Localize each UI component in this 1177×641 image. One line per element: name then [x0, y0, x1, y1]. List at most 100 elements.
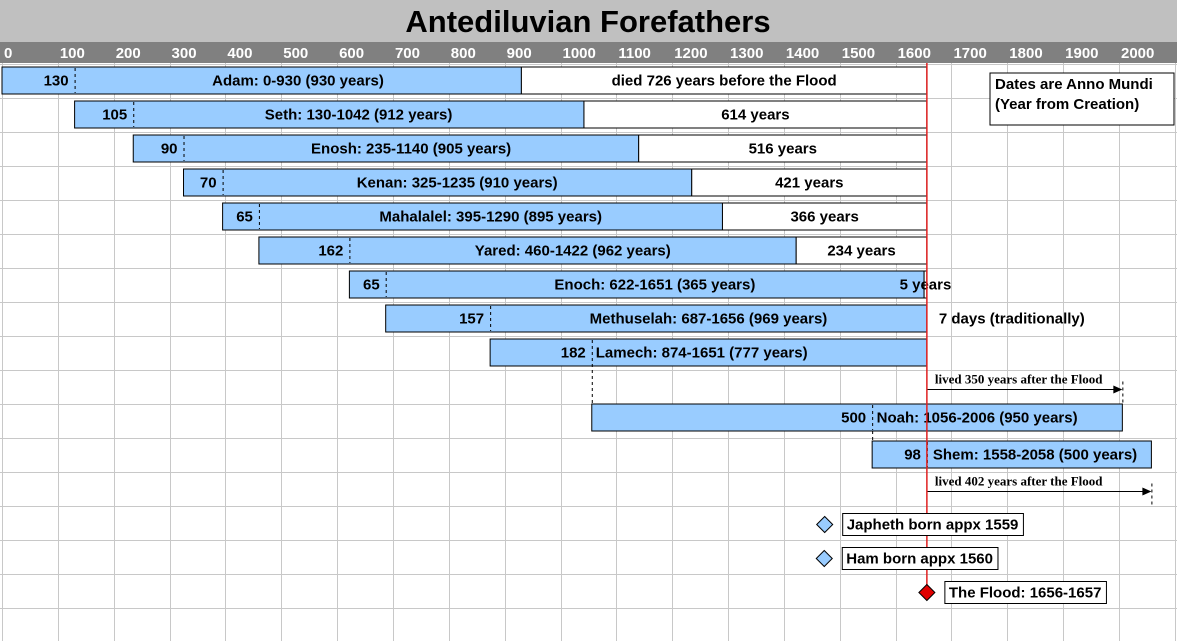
- life-bar: [183, 168, 693, 197]
- patriarch-label: Yared: 460-1422 (962 years): [475, 243, 671, 260]
- years-before-flood-label: 7 days (traditionally): [939, 311, 1085, 328]
- age-at-son-birth-label: 182: [561, 345, 586, 362]
- patriarch-label: Enosh: 235-1140 (905 years): [311, 141, 511, 158]
- patriarch-lamech: 182 Lamech: 874-1651 (777 years): [489, 338, 928, 413]
- age-at-son-birth-label: 162: [318, 243, 343, 260]
- year-tick-label: 600: [339, 45, 364, 62]
- years-before-flood-label: 421 years: [775, 175, 843, 192]
- event-label-box: [841, 547, 999, 570]
- year-tick-label: 1100: [618, 45, 651, 62]
- life-bar: [489, 338, 928, 367]
- year-tick-label: 700: [395, 45, 420, 62]
- year-tick-label: 1900: [1065, 45, 1098, 62]
- life-bar: [258, 236, 797, 265]
- age-at-son-birth-label: 500: [841, 410, 866, 427]
- year-tick-label: 900: [507, 45, 532, 62]
- years-before-flood-label: 366 years: [790, 209, 858, 226]
- patriarch-label: Seth: 130-1042 (912 years): [265, 107, 453, 124]
- patriarch-enosh: 90 Enosh: 235-1140 (905 years) 516 years: [132, 134, 928, 163]
- patriarch-label: Enoch: 622-1651 (365 years): [554, 277, 755, 294]
- patriarch-label: Mahalalel: 395-1290 (895 years): [379, 209, 602, 226]
- life-bar: [871, 440, 1152, 469]
- patriarch-methuselah: 157 Methuselah: 687-1656 (969 years) 7 day…: [385, 304, 1085, 333]
- arrow-head: [1142, 487, 1152, 496]
- life-bar: [1, 66, 522, 95]
- event-3: The Flood: 1656-1657: [918, 581, 1107, 604]
- gap-to-flood-bar: [583, 100, 928, 129]
- after-flood-label: lived 402 years after the Flood: [935, 474, 1103, 489]
- years-before-flood-label: 234 years: [827, 243, 895, 260]
- event-diamond: [815, 549, 833, 568]
- note-box: [989, 72, 1175, 126]
- years-before-flood-label: 5 years: [900, 277, 952, 294]
- year-tick-label: 1800: [1009, 45, 1042, 62]
- year-tick-label: 1600: [898, 45, 931, 62]
- age-at-son-birth-label: 157: [459, 311, 484, 328]
- patriarch-yared: 162 Yared: 460-1422 (962 years) 234 years: [258, 236, 928, 265]
- age-at-son-birth-label: 98: [904, 447, 921, 464]
- patriarch-label: Lamech: 874-1651 (777 years): [596, 345, 808, 362]
- event-markers: Japheth born appx 1559 Ham born appx 1560…: [815, 513, 1107, 604]
- year-tick-label: 1400: [786, 45, 819, 62]
- patriarch-label: Noah: 1056-2006 (950 years): [877, 410, 1078, 427]
- patriarch-label: Kenan: 325-1235 (910 years): [357, 175, 558, 192]
- title-band: [0, 0, 1177, 42]
- age-at-son-birth-label: 90: [161, 141, 178, 158]
- patriarch-label: Adam: 0-930 (930 years): [212, 73, 384, 90]
- year-tick-label: 300: [172, 45, 197, 62]
- patriarch-kenan: 70 Kenan: 325-1235 (910 years) 421 years: [183, 168, 928, 197]
- patriarch-adam: 130 Adam: 0-930 (930 years) died 726 years…: [1, 66, 928, 95]
- year-tick-labels: 0 100 200 300 400 500 600 700 800 900 1000 1100 1200…: [4, 45, 1154, 62]
- patriarch-mahalalel: 65 Mahalalel: 395-1290 (895 years) 366 yea…: [222, 202, 928, 231]
- event-diamond: [918, 583, 936, 602]
- life-bar: [132, 134, 640, 163]
- event-2: Ham born appx 1560: [815, 547, 999, 570]
- year-tick-label: 200: [116, 45, 141, 62]
- patriarch-seth: 105 Seth: 130-1042 (912 years) 614 years: [74, 100, 928, 129]
- gap-to-flood-bar: [520, 66, 928, 95]
- after-flood-arrow-shem: lived 402 years after the Flood: [926, 474, 1153, 506]
- year-tick-label: 0: [4, 45, 12, 62]
- life-bar: [222, 202, 723, 231]
- event-1: Japheth born appx 1559: [815, 513, 1024, 536]
- event-label-box: [944, 581, 1107, 604]
- arrow-head: [1113, 385, 1123, 394]
- years-before-flood-label: 614 years: [721, 107, 789, 124]
- year-tick-label: 1500: [842, 45, 875, 62]
- event-label: Ham born appx 1560: [846, 551, 993, 568]
- life-bar: [385, 304, 928, 333]
- year-tick-label: 100: [60, 45, 85, 62]
- year-tick-label: 1300: [730, 45, 763, 62]
- age-at-son-birth-label: 105: [102, 107, 127, 124]
- age-at-son-birth-label: 130: [44, 73, 69, 90]
- age-at-son-birth-label: 65: [236, 209, 253, 226]
- event-diamond: [815, 515, 834, 534]
- patriarch-noah: 500 Noah: 1056-2006 (950 years): [591, 403, 1123, 461]
- year-tick-label: 400: [227, 45, 252, 62]
- year-tick-label: 1000: [563, 45, 596, 62]
- gap-to-flood-bar: [691, 168, 928, 197]
- event-label: The Flood: 1656-1657: [949, 585, 1102, 602]
- years-before-flood-label: died 726 years before the Flood: [612, 73, 837, 90]
- year-tick-label: 2000: [1121, 45, 1154, 62]
- chart-title: Antediluvian Forefathers: [405, 4, 770, 39]
- year-tick-label: 1700: [953, 45, 986, 62]
- life-bar: [591, 403, 1123, 432]
- patriarch-bars: 130 Adam: 0-930 (930 years) died 726 years…: [1, 66, 1152, 469]
- patriarch-label: Methuselah: 687-1656 (969 years): [590, 311, 828, 328]
- after-flood-arrow-noah: lived 350 years after the Flood: [926, 372, 1124, 404]
- year-tick-label: 500: [283, 45, 308, 62]
- patriarch-label: Shem: 1558-2058 (500 years): [933, 447, 1137, 464]
- patriarch-shem: 98 Shem: 1558-2058 (500 years): [871, 440, 1152, 469]
- after-flood-label: lived 350 years after the Flood: [935, 372, 1103, 387]
- years-before-flood-label: 516 years: [749, 141, 817, 158]
- year-scale-band: [0, 42, 1177, 63]
- after-flood-arrows: lived 350 years after the Flood lived 402…: [926, 372, 1153, 506]
- event-label: Japheth born appx 1559: [847, 517, 1019, 534]
- event-label-box: [842, 513, 1024, 536]
- note-line-2: (Year from Creation): [995, 96, 1139, 113]
- note-line-1: Dates are Anno Mundi: [995, 76, 1153, 93]
- life-bar: [74, 100, 585, 129]
- patriarch-enoch: 65 Enoch: 622-1651 (365 years) 5 years: [348, 270, 952, 299]
